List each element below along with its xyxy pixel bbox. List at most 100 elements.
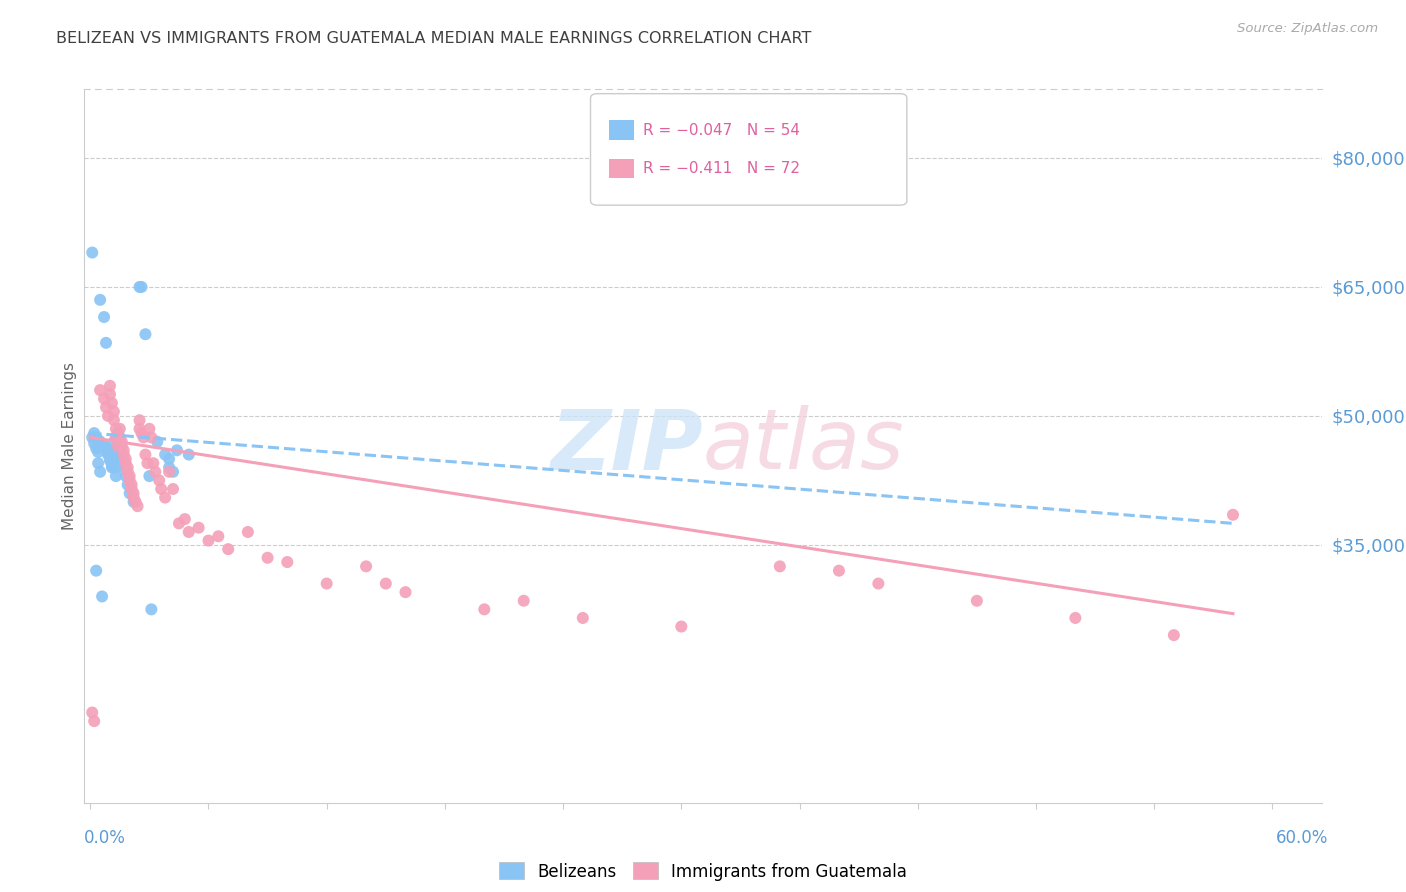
Point: [187, 521, 209, 535]
Point: [91, 590, 114, 604]
Point: [104, 469, 127, 483]
Point: [101, 460, 124, 475]
Point: [276, 555, 298, 569]
Point: [153, 491, 176, 505]
Text: ZIP: ZIP: [550, 406, 703, 486]
Point: [114, 451, 136, 466]
Text: Source: ZipAtlas.com: Source: ZipAtlas.com: [1237, 22, 1378, 36]
Point: [177, 448, 200, 462]
Point: [150, 482, 173, 496]
Point: [143, 465, 166, 479]
Point: [162, 482, 184, 496]
Point: [828, 564, 851, 578]
Point: [966, 593, 988, 607]
Point: [111, 439, 134, 453]
Point: [108, 430, 131, 444]
Point: [157, 465, 180, 479]
Point: [114, 469, 136, 483]
Point: [122, 486, 145, 500]
Point: [114, 456, 136, 470]
Point: [128, 413, 150, 427]
Point: [153, 448, 176, 462]
Point: [572, 611, 595, 625]
Point: [1064, 611, 1087, 625]
Point: [167, 516, 190, 531]
Point: [93, 439, 115, 453]
Text: 60.0%: 60.0%: [1277, 829, 1329, 847]
Point: [127, 499, 149, 513]
Point: [354, 559, 377, 574]
Point: [256, 550, 278, 565]
Point: [121, 482, 143, 496]
Point: [94, 335, 117, 350]
Point: [117, 460, 139, 475]
Point: [83, 426, 105, 441]
Text: R = −0.411   N = 72: R = −0.411 N = 72: [643, 161, 800, 176]
Point: [173, 512, 195, 526]
Point: [98, 453, 121, 467]
Point: [97, 443, 120, 458]
Point: [131, 426, 153, 441]
Point: [93, 392, 115, 406]
Point: [107, 439, 129, 453]
Point: [89, 465, 111, 479]
Point: [98, 450, 121, 465]
Point: [141, 430, 163, 444]
Point: [108, 443, 131, 458]
Point: [472, 602, 495, 616]
Point: [315, 576, 337, 591]
Legend: Belizeans, Immigrants from Guatemala: Belizeans, Immigrants from Guatemala: [492, 855, 914, 888]
Point: [138, 469, 160, 483]
Point: [112, 460, 135, 475]
Point: [769, 559, 792, 574]
Point: [134, 327, 156, 342]
Point: [89, 434, 111, 449]
Point: [84, 442, 107, 456]
Point: [118, 474, 141, 488]
Point: [122, 491, 145, 505]
Point: [97, 445, 120, 459]
Point: [108, 422, 131, 436]
Point: [121, 477, 143, 491]
Point: [512, 593, 534, 607]
Point: [134, 448, 156, 462]
Point: [89, 383, 111, 397]
Point: [97, 409, 120, 423]
Point: [146, 434, 169, 449]
Point: [157, 460, 180, 475]
Point: [103, 451, 125, 466]
Point: [101, 396, 124, 410]
Point: [84, 564, 107, 578]
Point: [91, 436, 114, 450]
Point: [1222, 508, 1244, 522]
Point: [104, 430, 127, 444]
Point: [197, 533, 219, 548]
Point: [89, 293, 111, 307]
Point: [111, 451, 134, 466]
Point: [107, 426, 129, 441]
Point: [671, 619, 693, 633]
Point: [1163, 628, 1185, 642]
Point: [104, 422, 127, 436]
Point: [374, 576, 396, 591]
Point: [236, 524, 259, 539]
Point: [177, 524, 200, 539]
Point: [82, 706, 104, 720]
Point: [103, 404, 125, 418]
Point: [94, 401, 117, 415]
Point: [82, 245, 104, 260]
Point: [118, 469, 141, 483]
Point: [162, 465, 184, 479]
Point: [131, 280, 153, 294]
Point: [128, 280, 150, 294]
Point: [148, 474, 170, 488]
Point: [104, 460, 127, 475]
Point: [394, 585, 416, 599]
Point: [97, 448, 120, 462]
Point: [112, 443, 135, 458]
Point: [94, 442, 117, 456]
Point: [138, 422, 160, 436]
Point: [87, 445, 110, 459]
Point: [98, 379, 121, 393]
Point: [93, 310, 115, 324]
